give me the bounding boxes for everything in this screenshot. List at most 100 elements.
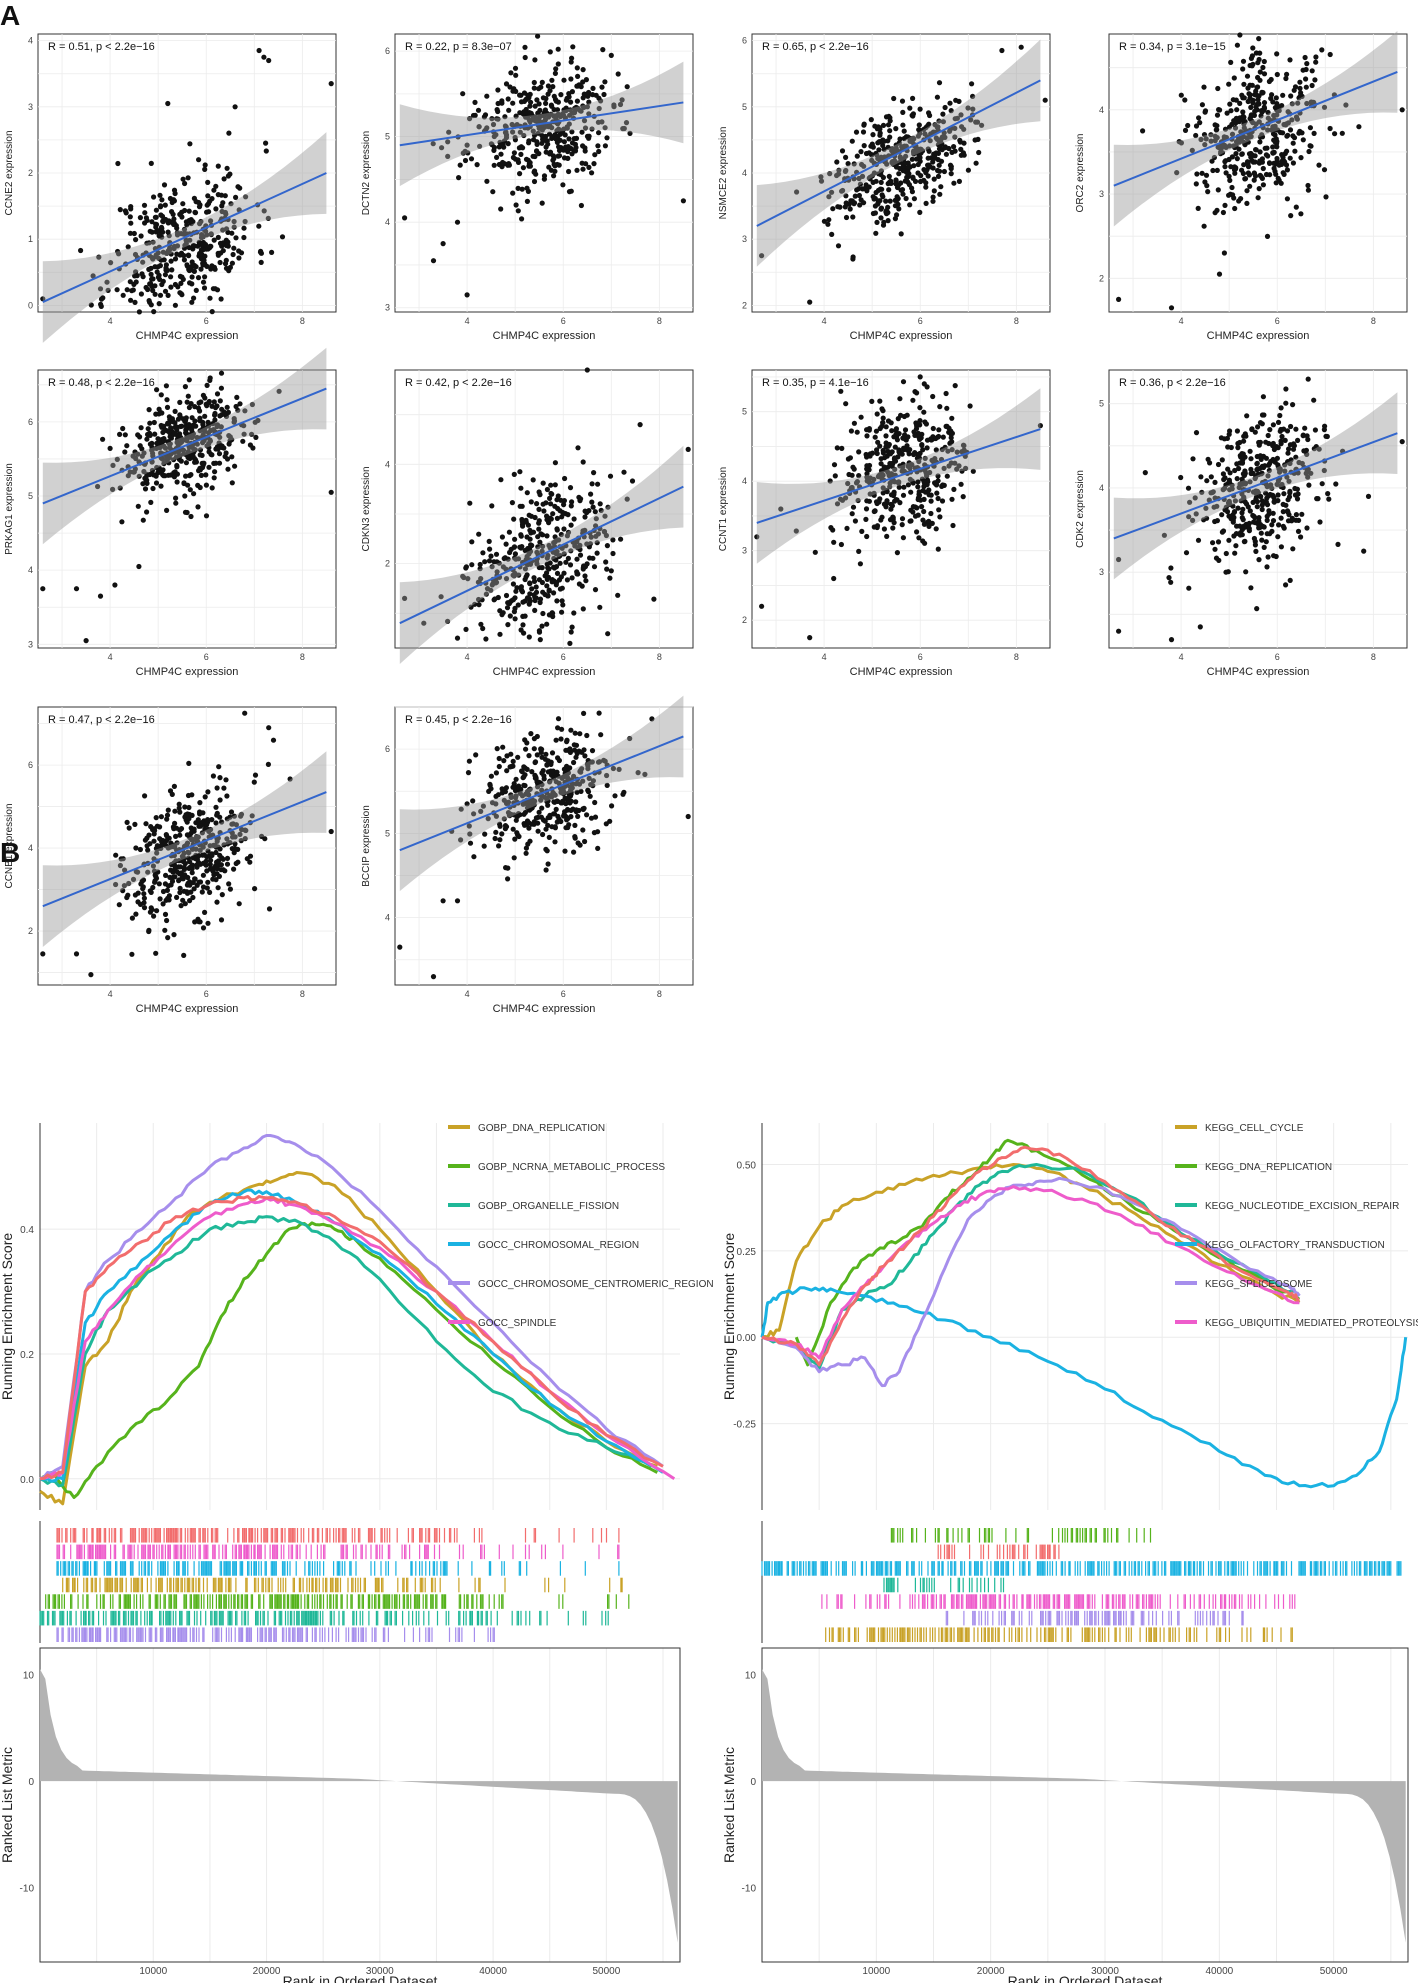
data-point — [942, 104, 948, 111]
data-point — [157, 836, 163, 842]
data-point — [164, 917, 170, 924]
data-point — [1275, 175, 1281, 181]
data-point — [892, 498, 898, 504]
data-point — [850, 214, 856, 220]
data-point — [584, 367, 590, 373]
data-point — [1399, 439, 1405, 445]
data-point — [1253, 474, 1259, 480]
data-point — [1208, 138, 1214, 144]
data-point — [191, 268, 197, 274]
data-point — [1222, 164, 1228, 170]
data-point — [857, 561, 863, 567]
y-tick-label: 5 — [742, 407, 747, 417]
data-point — [812, 549, 818, 555]
data-point — [913, 426, 920, 432]
x-tick-label: 8 — [1014, 652, 1019, 662]
data-point — [1288, 423, 1294, 430]
data-point — [438, 594, 444, 600]
data-point — [129, 915, 135, 921]
panel-b-label: B — [0, 837, 21, 868]
data-point — [566, 168, 572, 175]
data-point — [151, 194, 157, 200]
data-point — [864, 463, 870, 469]
data-point — [881, 138, 887, 144]
data-point — [754, 534, 760, 540]
data-point — [169, 878, 176, 884]
data-point — [520, 801, 526, 807]
data-point — [238, 838, 244, 844]
data-point — [463, 565, 469, 571]
data-point — [1233, 166, 1239, 172]
data-point — [870, 144, 876, 150]
x-tick-label: 4 — [108, 989, 113, 999]
data-point — [580, 67, 586, 73]
data-point — [95, 483, 101, 490]
data-point — [595, 481, 601, 487]
data-point — [165, 292, 171, 298]
data-point — [592, 814, 599, 820]
data-point — [906, 451, 912, 457]
data-point — [148, 889, 154, 895]
data-point — [1261, 58, 1267, 65]
data-point — [146, 298, 152, 304]
data-point — [591, 161, 597, 167]
data-point — [153, 480, 160, 486]
data-point — [565, 555, 571, 561]
data-point — [933, 435, 939, 442]
data-point — [893, 427, 899, 433]
data-point — [878, 206, 884, 212]
x-axis-label: CHMP4C expression — [493, 1003, 596, 1015]
data-point — [421, 620, 427, 626]
trend-line — [399, 101, 684, 147]
data-point — [527, 580, 533, 586]
data-point — [900, 379, 907, 385]
data-point — [1241, 539, 1247, 545]
data-point — [135, 503, 141, 509]
data-point — [581, 104, 587, 110]
data-point — [259, 833, 265, 839]
data-point — [547, 778, 553, 784]
data-point — [553, 66, 559, 72]
data-point — [164, 507, 170, 513]
data-point — [208, 427, 214, 434]
data-point — [536, 125, 542, 131]
data-point — [165, 935, 171, 941]
data-point — [78, 247, 84, 254]
data-point — [573, 799, 579, 805]
x-tick-label: 6 — [561, 989, 566, 999]
data-point — [1253, 548, 1259, 554]
trend-line — [1113, 432, 1398, 540]
data-point — [156, 301, 162, 307]
data-point — [900, 122, 906, 128]
data-point — [1215, 539, 1222, 545]
data-point — [549, 824, 555, 830]
data-point — [156, 406, 162, 412]
data-point — [135, 451, 141, 457]
data-point — [530, 128, 536, 134]
data-point — [258, 259, 264, 265]
data-point — [178, 458, 184, 464]
data-point — [159, 197, 165, 203]
y-tick-label: 1 — [28, 234, 33, 244]
data-point — [531, 169, 537, 175]
data-point — [853, 129, 860, 135]
data-point — [1287, 577, 1293, 583]
data-point — [153, 221, 160, 228]
data-point — [838, 541, 844, 548]
data-point — [871, 492, 877, 498]
data-point — [875, 187, 882, 193]
data-point — [440, 241, 446, 247]
data-point — [615, 71, 621, 77]
data-point — [1268, 76, 1274, 83]
y-tick-label: 2 — [1099, 273, 1104, 283]
data-point — [864, 471, 870, 477]
data-point — [552, 70, 558, 76]
es-curve-gobp-ncrna-metabolic-process — [39, 1221, 658, 1499]
data-point — [231, 866, 237, 872]
data-point — [1201, 84, 1207, 90]
data-point — [223, 450, 229, 456]
data-point — [1251, 535, 1257, 542]
data-point — [605, 631, 611, 637]
data-point — [1282, 468, 1288, 474]
data-point — [208, 857, 214, 863]
